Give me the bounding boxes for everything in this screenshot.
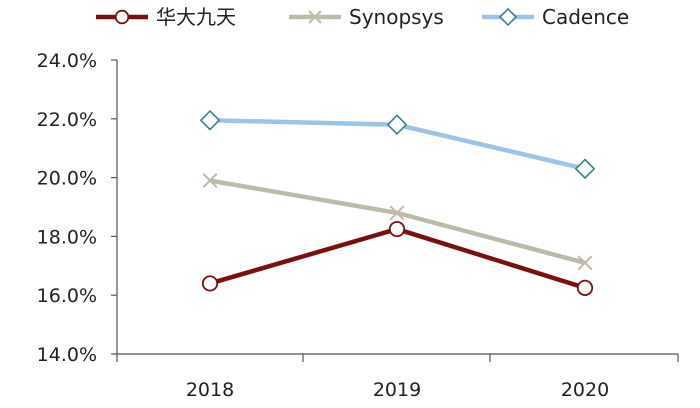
x-tick-label: 2019	[373, 379, 421, 401]
y-tick-label: 18.0%	[37, 226, 97, 248]
series-2	[199, 109, 596, 180]
data-point	[498, 7, 518, 27]
x-tick-label: 2018	[186, 379, 234, 401]
data-point	[386, 114, 408, 136]
y-tick-label: 22.0%	[37, 109, 97, 131]
y-axis: 14.0% 16.0% 18.0% 20.0% 22.0% 24.0%	[37, 50, 118, 366]
data-point	[308, 10, 322, 24]
y-tick-label: 20.0%	[37, 168, 97, 190]
data-point	[202, 173, 218, 189]
data-point	[199, 109, 221, 131]
data-point	[576, 279, 594, 296]
data-point	[201, 275, 219, 292]
series-line	[209, 226, 586, 290]
legend-item: Cadence	[482, 5, 629, 29]
data-point	[389, 205, 405, 221]
legend: 华大九天 Synopsys Cadence	[96, 5, 629, 29]
data-point	[577, 255, 593, 271]
x-axis: 2018 2019 2020	[116, 353, 679, 401]
y-tick-label: 16.0%	[37, 285, 97, 307]
series-1	[202, 173, 593, 271]
y-tick-label: 24.0%	[37, 50, 97, 72]
x-tick-label: 2020	[561, 379, 609, 401]
y-tick-label: 14.0%	[37, 344, 97, 366]
legend-label: 华大九天	[156, 5, 236, 29]
legend-item: 华大九天	[96, 5, 236, 29]
data-point	[114, 9, 130, 25]
series-layer	[199, 109, 596, 296]
legend-label: Cadence	[542, 5, 629, 29]
legend-item: Synopsys	[289, 5, 444, 29]
data-point	[574, 158, 596, 180]
data-point	[388, 220, 406, 238]
legend-label: Synopsys	[349, 5, 444, 29]
series-0	[201, 220, 594, 296]
